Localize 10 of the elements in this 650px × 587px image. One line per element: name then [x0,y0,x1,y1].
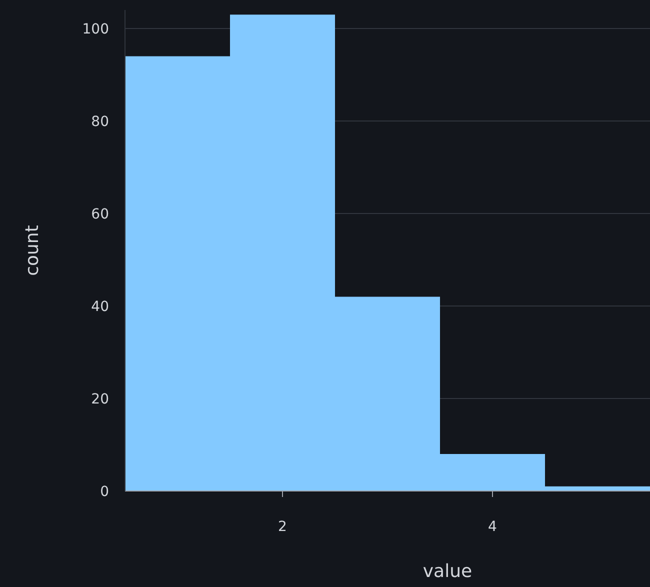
y-tick-label: 40 [91,298,109,315]
x-tick-label: 2 [278,519,287,535]
x-tick-label: 4 [488,519,498,535]
y-tick-label: 0 [100,484,109,500]
y-axis-title: count [22,225,43,276]
x-axis-title: value [422,561,472,582]
y-tick-label: 80 [91,114,109,130]
y-tick-label: 20 [91,391,109,408]
y-tick-label: 60 [91,206,109,222]
y-tick-label: 100 [82,21,109,38]
